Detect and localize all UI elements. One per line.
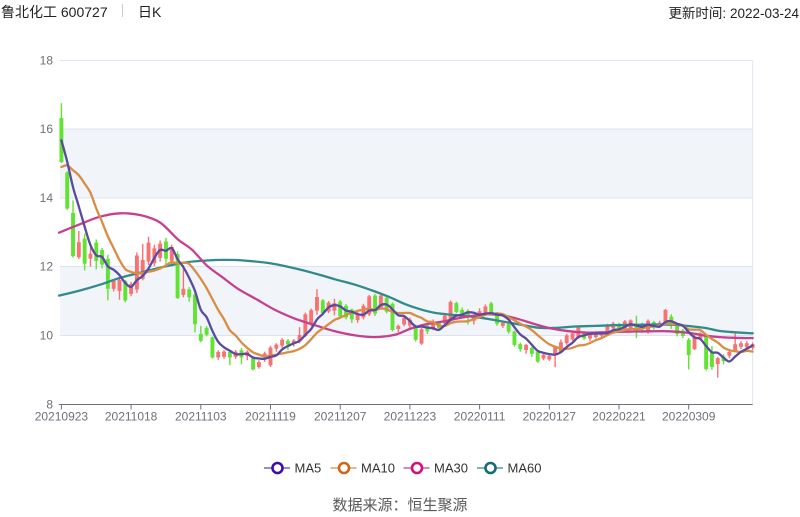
svg-text:16: 16 <box>40 122 54 136</box>
svg-text:20220309: 20220309 <box>662 410 716 424</box>
svg-text:20211103: 20211103 <box>175 410 227 424</box>
svg-text:12: 12 <box>40 260 54 274</box>
svg-text:8: 8 <box>46 398 53 412</box>
svg-text:18: 18 <box>40 54 54 68</box>
svg-text:14: 14 <box>40 191 54 205</box>
svg-text:10: 10 <box>40 329 54 343</box>
svg-text:20211223: 20211223 <box>384 410 437 424</box>
svg-text:MA5: MA5 <box>295 461 322 476</box>
svg-text:MA60: MA60 <box>508 461 542 476</box>
svg-text:20211018: 20211018 <box>105 410 158 424</box>
svg-text:MA10: MA10 <box>361 461 395 476</box>
svg-text:20220127: 20220127 <box>523 410 577 424</box>
svg-text:20210923: 20210923 <box>35 410 89 424</box>
svg-text:20211207: 20211207 <box>314 410 367 424</box>
svg-text:20211119: 20211119 <box>245 410 296 424</box>
svg-text:20220221: 20220221 <box>592 410 646 424</box>
svg-text:20220111: 20220111 <box>454 410 506 424</box>
svg-text:MA30: MA30 <box>434 461 468 476</box>
